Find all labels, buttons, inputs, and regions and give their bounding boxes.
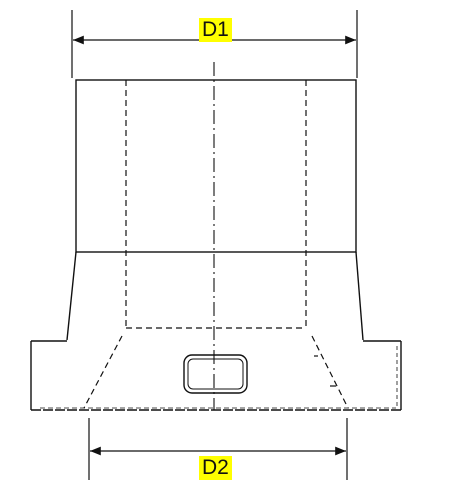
upper-body <box>75 79 357 253</box>
base-flange <box>30 340 402 411</box>
taper-right-edge <box>355 251 364 341</box>
hidden-bore-lines <box>83 80 349 409</box>
taper-left-edge <box>66 251 77 341</box>
dimension-label-d2: D2 <box>199 456 232 480</box>
dimension-d2 <box>88 418 348 480</box>
slot-outer <box>183 354 248 394</box>
cone-left-hidden-line <box>83 335 123 409</box>
slot-inner <box>187 358 244 390</box>
upper-body-outline <box>75 79 357 253</box>
cone-right-hidden-line <box>311 335 349 409</box>
dimension-label-d1: D1 <box>199 18 232 42</box>
tapered-section <box>66 251 364 341</box>
side-slot <box>183 354 248 394</box>
